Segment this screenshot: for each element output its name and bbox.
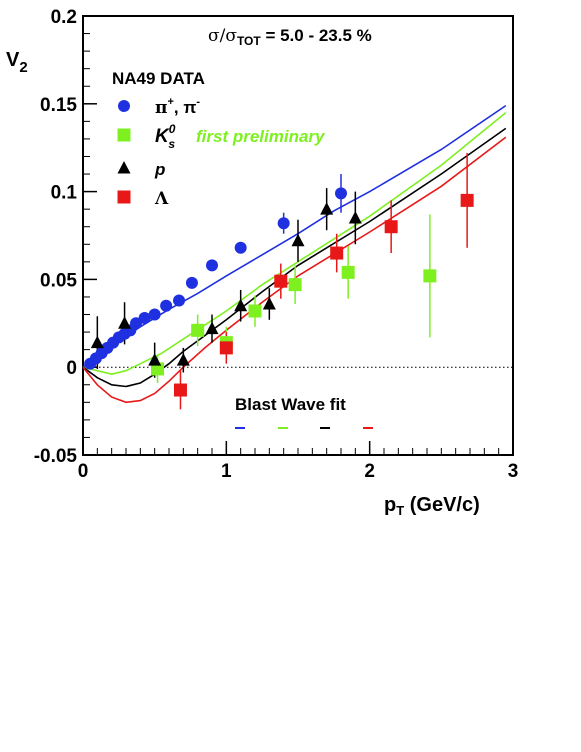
data-point-proton	[348, 210, 362, 224]
data-markers	[84, 187, 474, 397]
data-point-pion	[130, 317, 143, 330]
data-point-pion	[173, 294, 186, 307]
data-point-kaon	[341, 265, 355, 279]
x-axis-title-sub: T	[396, 503, 404, 518]
data-point-proton	[234, 298, 248, 312]
x-tick-label: 1	[221, 461, 232, 482]
data-point-lambda	[274, 274, 288, 288]
legend-kaon-sub: s	[168, 137, 175, 151]
fit-curve-proton	[82, 127, 507, 388]
data-point-pion	[138, 312, 151, 325]
legend-label-pion: π+, π-	[155, 96, 200, 118]
data-point-pion	[160, 299, 173, 312]
data-point-proton	[118, 316, 132, 329]
y-tick-label: 0.15	[40, 95, 77, 116]
y-axis-title-main: V	[6, 49, 20, 71]
legend-pion-minus: -	[196, 96, 200, 108]
centrality-sub: TOT	[237, 34, 261, 48]
data-point-proton	[148, 353, 162, 366]
data-point-pion	[335, 187, 347, 200]
data-point-pion	[206, 259, 218, 272]
legend-label-proton: p	[154, 160, 165, 179]
centrality-value: = 5.0 - 23.5 %	[261, 26, 372, 45]
legend-pion-symbol: π	[155, 98, 167, 118]
data-point-kaon	[248, 304, 262, 318]
x-axis-title-main: p	[384, 494, 396, 516]
fit-legend-label: Blast Wave fit	[235, 395, 346, 414]
fit-curves	[82, 104, 507, 404]
legend-label-kaon: K0 s	[155, 122, 176, 151]
legend-pion-sep: , π	[174, 98, 196, 117]
legend-kaon-symbol: K	[155, 126, 170, 147]
data-point-lambda	[173, 383, 187, 397]
legend: NA49 DATA π+, π- K0 s first preliminary pΛ Bla…	[112, 69, 373, 429]
data-point-proton	[262, 296, 276, 310]
legend-label-lambda: Λ	[154, 189, 169, 209]
x-axis-title-unit: (GeV/c)	[404, 494, 480, 516]
legend-marker-proton	[117, 161, 131, 174]
data-point-proton	[291, 233, 305, 247]
y-axis-title: V2	[6, 49, 28, 76]
y-tick-label: -0.05	[34, 446, 78, 467]
y-tick-label: 0.05	[40, 270, 77, 291]
y-tick-label: 0	[66, 358, 77, 379]
y-tick-label: 0.2	[51, 7, 77, 28]
data-point-kaon	[288, 278, 302, 292]
data-point-proton	[205, 321, 219, 335]
legend-header: NA49 DATA	[112, 69, 205, 88]
data-point-pion	[234, 241, 247, 254]
centrality-label: σ/σTOT = 5.0 - 23.5 %	[208, 26, 372, 48]
data-point-proton	[176, 353, 190, 366]
data-point-proton	[90, 335, 104, 349]
legend-kaon-sup: 0	[169, 122, 176, 136]
x-tick-label: 2	[364, 461, 375, 482]
data-point-proton	[320, 202, 334, 215]
data-point-kaon	[423, 269, 437, 283]
data-point-lambda	[460, 193, 474, 207]
data-point-pion	[277, 217, 290, 230]
x-axis-title: pT (GeV/c)	[384, 494, 480, 518]
y-tick-label: 0.1	[51, 183, 78, 204]
legend-kaon-note: first preliminary	[196, 127, 326, 146]
legend-pion-plus: +	[167, 96, 173, 108]
data-point-lambda	[330, 246, 344, 260]
data-point-pion	[148, 308, 161, 321]
legend-marker-lambda	[117, 190, 131, 204]
centrality-sigma: σ/σ	[208, 26, 237, 46]
x-tick-label: 3	[508, 461, 519, 482]
y-axis-title-sub: 2	[19, 59, 27, 76]
legend-marker-pion	[118, 100, 130, 112]
data-point-pion	[185, 276, 198, 289]
legend-marker-kaon	[117, 128, 131, 142]
x-tick-label: 0	[78, 461, 89, 482]
data-point-lambda	[384, 220, 398, 234]
data-point-lambda	[219, 341, 233, 355]
data-point-kaon	[151, 362, 165, 376]
data-point-kaon	[191, 323, 205, 337]
